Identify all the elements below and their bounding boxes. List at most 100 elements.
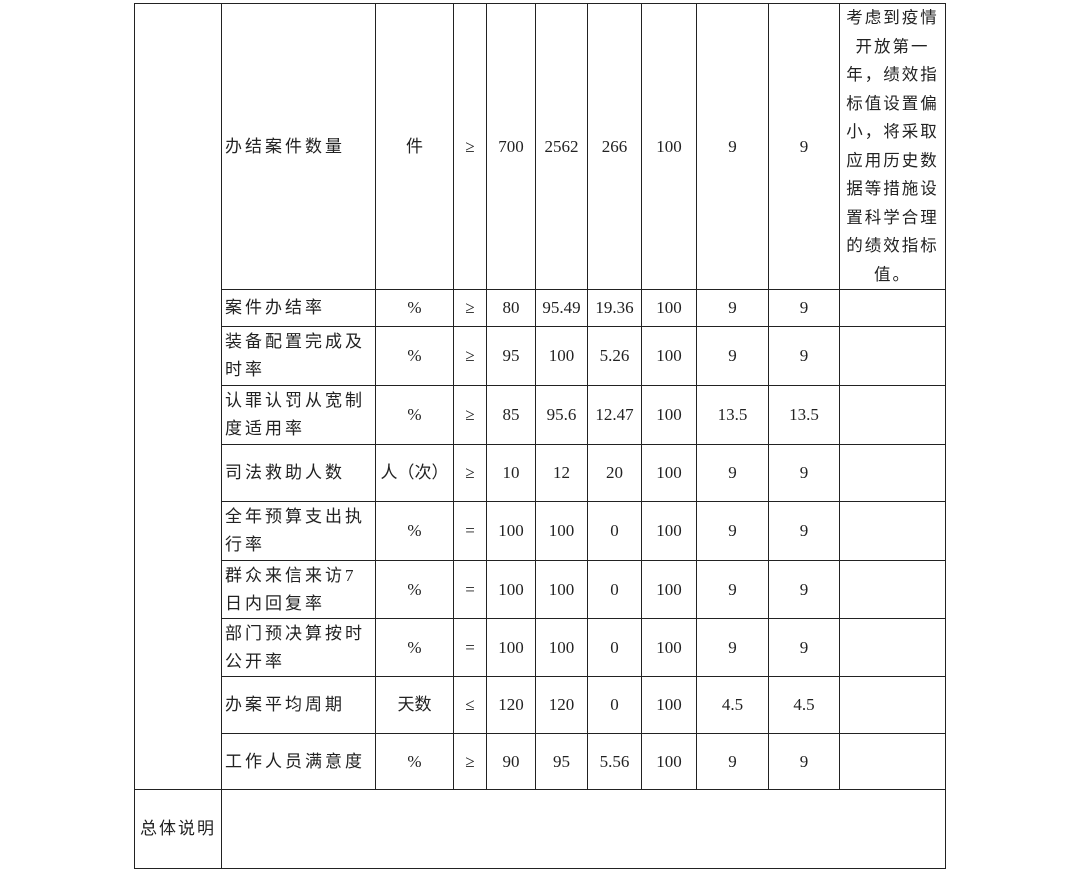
- target-cell: 90: [486, 733, 536, 790]
- actual-cell: 2562: [535, 3, 588, 290]
- deviation-cell: 20: [587, 444, 642, 502]
- op-cell: ≥: [453, 3, 487, 290]
- unit-cell: %: [375, 733, 454, 790]
- deviation-cell: 0: [587, 676, 642, 734]
- deviation-cell: 0: [587, 560, 642, 619]
- unit-cell: %: [375, 560, 454, 619]
- completion-cell: 100: [641, 733, 697, 790]
- note-cell: [839, 326, 946, 386]
- actual-cell: 100: [535, 560, 588, 619]
- actual-cell: 95.6: [535, 385, 588, 445]
- table-row: 群众来信来访7日内回复率% = 100 100 0 100 9 9: [135, 560, 946, 619]
- deviation-cell: 12.47: [587, 385, 642, 445]
- op-cell: ≥: [453, 289, 487, 327]
- note-cell: [839, 289, 946, 327]
- op-cell: ≤: [453, 676, 487, 734]
- note-cell: [839, 501, 946, 561]
- completion-cell: 100: [641, 444, 697, 502]
- deviation-cell: 0: [587, 618, 642, 677]
- actual-cell: 100: [535, 501, 588, 561]
- completion-cell: 100: [641, 560, 697, 619]
- note-cell: [839, 560, 946, 619]
- indicator-cell: 群众来信来访7日内回复率: [221, 560, 376, 619]
- weight-cell: 9: [696, 444, 769, 502]
- weight-cell: 4.5: [696, 676, 769, 734]
- score-cell: 9: [768, 560, 840, 619]
- indicator-cell: 认罪认罚从宽制度适用率: [221, 385, 376, 445]
- weight-cell: 9: [696, 3, 769, 290]
- actual-cell: 100: [535, 618, 588, 677]
- table-row: 全年预算支出执行率% = 100 100 0 100 9 9: [135, 501, 946, 561]
- unit-cell: %: [375, 385, 454, 445]
- performance-table: 办结案件数量件 ≥700 2562 266 100 9 9 考虑到疫情开放第一年，绩效指标值设…: [134, 3, 946, 869]
- completion-cell: 100: [641, 676, 697, 734]
- unit-cell: %: [375, 618, 454, 677]
- completion-cell: 100: [641, 3, 697, 290]
- unit-cell: 天数: [375, 676, 454, 734]
- score-cell: 9: [768, 618, 840, 677]
- completion-cell: 100: [641, 385, 697, 445]
- score-cell: 9: [768, 501, 840, 561]
- completion-cell: 100: [641, 501, 697, 561]
- target-cell: 10: [486, 444, 536, 502]
- op-cell: ≥: [453, 326, 487, 386]
- table-row: 工作人员满意度% ≥90 95 5.56 100 9 9: [135, 733, 946, 790]
- target-cell: 95: [486, 326, 536, 386]
- indicator-cell: 办结案件数量: [221, 3, 376, 290]
- deviation-cell: 5.26: [587, 326, 642, 386]
- actual-cell: 95: [535, 733, 588, 790]
- note-cell: [839, 733, 946, 790]
- weight-cell: 9: [696, 618, 769, 677]
- actual-cell: 12: [535, 444, 588, 502]
- completion-cell: 100: [641, 326, 697, 386]
- score-cell: 9: [768, 289, 840, 327]
- indicator-cell: 部门预决算按时公开率: [221, 618, 376, 677]
- target-cell: 100: [486, 560, 536, 619]
- weight-cell: 13.5: [696, 385, 769, 445]
- deviation-cell: 266: [587, 3, 642, 290]
- summary-content: [221, 789, 946, 869]
- unit-cell: 件: [375, 3, 454, 290]
- indicator-cell: 装备配置完成及时率: [221, 326, 376, 386]
- table-row: 认罪认罚从宽制度适用率% ≥85 95.6 12.47 100 13.5 13.5: [135, 385, 946, 445]
- target-cell: 80: [486, 289, 536, 327]
- note-cell: [839, 385, 946, 445]
- indicator-cell: 案件办结率: [221, 289, 376, 327]
- summary-row: 总体说明: [134, 789, 946, 869]
- weight-cell: 9: [696, 501, 769, 561]
- target-cell: 100: [486, 618, 536, 677]
- unit-cell: 人（次）: [375, 444, 454, 502]
- table-row: 部门预决算按时公开率% = 100 100 0 100 9 9: [135, 618, 946, 677]
- target-cell: 100: [486, 501, 536, 561]
- score-cell: 13.5: [768, 385, 840, 445]
- unit-cell: %: [375, 326, 454, 386]
- indicator-cell: 工作人员满意度: [221, 733, 376, 790]
- deviation-cell: 19.36: [587, 289, 642, 327]
- table-row: 办案平均周期 天数 ≤120 120 0 100 4.5 4.5: [135, 676, 946, 734]
- target-cell: 120: [486, 676, 536, 734]
- target-cell: 85: [486, 385, 536, 445]
- note-cell: 考虑到疫情开放第一年，绩效指标值设置偏小，将采取应用历史数据等措施设置科学合理的…: [839, 3, 946, 290]
- op-cell: ≥: [453, 444, 487, 502]
- deviation-cell: 0: [587, 501, 642, 561]
- actual-cell: 95.49: [535, 289, 588, 327]
- table-row: 司法救助人数 人（次） ≥10 12 20 100 9 9: [135, 444, 946, 502]
- table-row: 办结案件数量件 ≥700 2562 266 100 9 9 考虑到疫情开放第一年，绩效指标值设…: [134, 3, 946, 790]
- op-cell: =: [453, 501, 487, 561]
- note-cell: [839, 676, 946, 734]
- category-cell: [134, 3, 222, 790]
- unit-cell: %: [375, 289, 454, 327]
- weight-cell: 9: [696, 289, 769, 327]
- table-row: 案件办结率% ≥80 95.49 19.36 100 9 9: [135, 289, 946, 327]
- note-cell: [839, 444, 946, 502]
- weight-cell: 9: [696, 326, 769, 386]
- deviation-cell: 5.56: [587, 733, 642, 790]
- note-cell: [839, 618, 946, 677]
- op-cell: =: [453, 560, 487, 619]
- op-cell: =: [453, 618, 487, 677]
- op-cell: ≥: [453, 733, 487, 790]
- score-cell: 4.5: [768, 676, 840, 734]
- completion-cell: 100: [641, 618, 697, 677]
- completion-cell: 100: [641, 289, 697, 327]
- indicator-cell: 办案平均周期: [221, 676, 376, 734]
